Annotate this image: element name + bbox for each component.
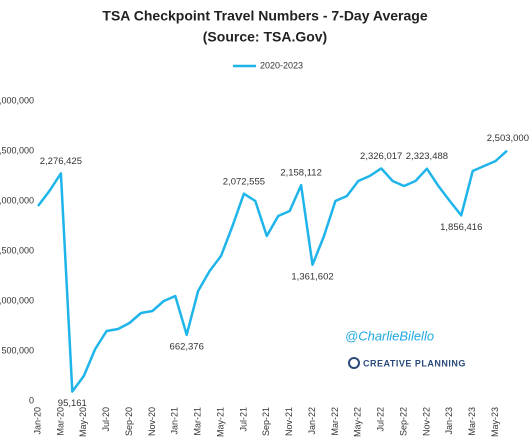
- x-tick-label: Sep-22: [398, 407, 408, 436]
- value-label: 2,323,488: [406, 151, 448, 162]
- watermark: @CharlieBilello: [345, 328, 434, 343]
- value-label: 2,503,000: [487, 133, 529, 144]
- x-tick-label: Sep-20: [124, 407, 134, 436]
- value-label: 662,376: [170, 341, 204, 352]
- x-tick-label: Jul-21: [238, 407, 248, 432]
- value-label: 2,326,017: [360, 151, 402, 162]
- y-tick-label: 1,000,000: [0, 295, 34, 305]
- value-label: 2,072,555: [223, 176, 265, 187]
- y-tick-label: 3,000,000: [0, 95, 34, 105]
- x-tick-label: Jul-22: [376, 407, 386, 432]
- x-tick-label: Nov-20: [147, 407, 157, 436]
- x-tick-label: Jan-20: [32, 407, 42, 435]
- chart-subtitle: (Source: TSA.Gov): [203, 29, 327, 45]
- x-tick-label: May-22: [353, 407, 363, 437]
- x-tick-label: May-20: [78, 407, 88, 437]
- y-tick-label: 0: [29, 395, 34, 405]
- x-tick-label: Jan-23: [444, 407, 454, 435]
- x-tick-label: Mar-22: [330, 407, 340, 436]
- x-tick-label: May-23: [490, 407, 500, 437]
- x-tick-label: Jan-22: [307, 407, 317, 435]
- line-series: [37, 149, 508, 393]
- chart-title: TSA Checkpoint Travel Numbers - 7-Day Av…: [102, 8, 427, 24]
- value-label: 1,856,416: [440, 222, 482, 233]
- x-tick-label: Jul-20: [101, 407, 111, 432]
- legend-label: 2020-2023: [260, 60, 303, 70]
- x-tick-label: May-21: [215, 407, 225, 437]
- value-label: 2,276,425: [40, 156, 82, 167]
- logo-text: CREATIVE PLANNING: [363, 358, 466, 368]
- value-label: 2,158,112: [280, 168, 322, 179]
- x-tick-label: Mar-21: [193, 407, 203, 436]
- y-tick-label: 1,500,000: [0, 245, 34, 255]
- x-tick-label: Mar-20: [55, 407, 65, 436]
- value-label: 95,161: [58, 398, 87, 409]
- value-label: 1,361,602: [291, 271, 333, 282]
- y-tick-label: 2,000,000: [0, 195, 34, 205]
- y-tick-label: 2,500,000: [0, 145, 34, 155]
- x-tick-label: Jan-21: [170, 407, 180, 435]
- x-tick-label: Mar-23: [467, 407, 477, 436]
- x-tick-label: Nov-21: [284, 407, 294, 436]
- logo-icon: [348, 357, 360, 369]
- x-tick-label: Nov-22: [421, 407, 431, 436]
- x-tick-label: Sep-21: [261, 407, 271, 436]
- y-tick-label: 500,000: [1, 345, 34, 355]
